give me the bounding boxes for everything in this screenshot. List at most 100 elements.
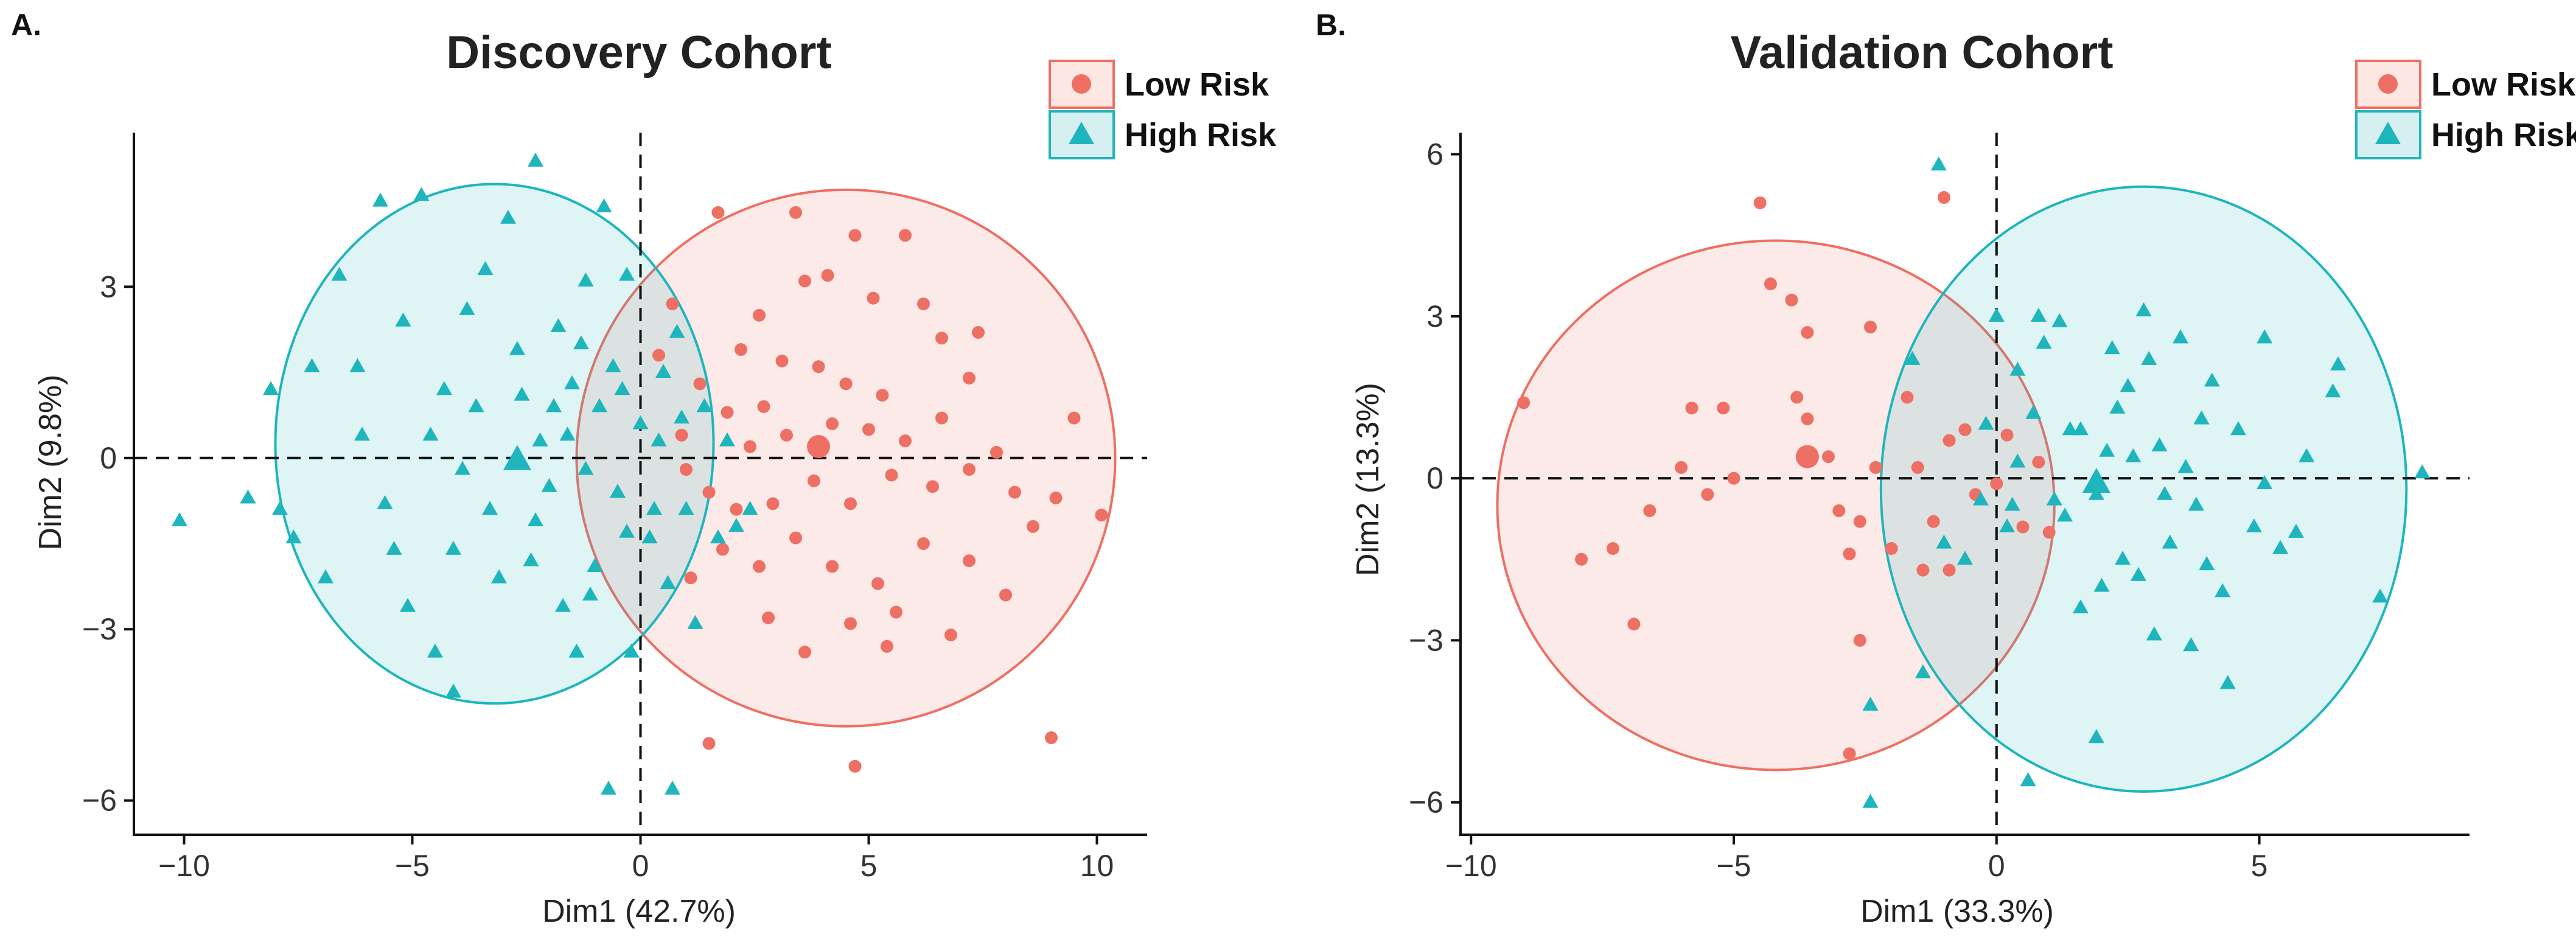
point-high-risk	[304, 358, 320, 372]
point-high-risk	[468, 398, 484, 413]
point-low-risk	[862, 423, 875, 436]
point-high-risk	[459, 301, 475, 315]
point-high-risk	[436, 381, 452, 395]
point-low-risk	[652, 349, 665, 362]
point-high-risk	[2219, 675, 2236, 689]
point-high-risk	[2020, 772, 2036, 787]
point-low-risk	[798, 646, 811, 659]
point-low-risk	[1575, 552, 1588, 566]
point-low-risk	[844, 617, 857, 630]
point-high-risk	[386, 540, 402, 555]
point-high-risk	[559, 426, 576, 441]
point-high-risk	[272, 501, 288, 515]
point-high-risk	[2030, 307, 2047, 322]
point-low-risk	[789, 206, 802, 219]
x-axis-label: Dim1 (42.7%)	[542, 894, 736, 929]
point-low-risk	[826, 417, 839, 430]
point-low-risk	[1869, 461, 1882, 474]
point-high-risk	[2093, 577, 2110, 592]
point-low-risk	[1901, 391, 1914, 404]
point-high-risk	[2272, 540, 2289, 554]
triangle-marker-icon	[1069, 122, 1094, 144]
point-low-risk	[1701, 488, 1714, 501]
point-low-risk	[757, 400, 770, 413]
point-high-risk	[719, 432, 735, 447]
point-high-risk	[601, 780, 616, 795]
point-high-risk	[349, 358, 366, 372]
point-low-risk	[1853, 633, 1866, 647]
point-low-risk	[1049, 491, 1063, 504]
point-high-risk	[514, 386, 530, 401]
point-high-risk	[2257, 329, 2273, 344]
point-low-risk	[1927, 515, 1940, 528]
point-low-risk	[917, 537, 930, 551]
point-low-risk	[848, 229, 862, 242]
point-high-risk	[2157, 486, 2173, 500]
point-high-risk	[619, 266, 635, 281]
point-high-risk	[1999, 518, 2016, 533]
point-low-risk	[1785, 293, 1798, 307]
point-low-risk	[839, 377, 853, 391]
ellipse-high-risk	[274, 183, 715, 705]
point-high-risk	[331, 266, 347, 281]
centroid-high-risk	[2082, 468, 2110, 493]
point-low-risk	[702, 486, 716, 499]
point-low-risk	[1764, 277, 1777, 291]
panel-letter: A.	[11, 8, 41, 42]
point-low-risk	[1675, 461, 1688, 474]
point-low-risk	[999, 588, 1012, 602]
point-high-risk	[696, 398, 713, 413]
point-high-risk	[651, 432, 667, 447]
point-high-risk	[2146, 626, 2162, 641]
y-tick-label: 3	[100, 270, 117, 304]
panel-letter: B.	[1316, 8, 1346, 42]
point-high-risk	[541, 478, 557, 492]
point-low-risk	[1832, 504, 1846, 517]
centroid-low-risk	[1795, 445, 1819, 468]
point-high-risk	[395, 312, 411, 327]
point-low-risk	[1753, 196, 1767, 209]
x-tick-label: 5	[2251, 849, 2268, 883]
point-high-risk	[354, 426, 370, 441]
point-high-risk	[2414, 464, 2431, 479]
point-low-risk	[2016, 520, 2030, 534]
point-high-risk	[2062, 421, 2078, 436]
point-high-risk	[2099, 442, 2115, 457]
point-high-risk	[1862, 793, 1879, 808]
point-high-risk	[2088, 486, 2104, 500]
point-low-risk	[702, 737, 716, 750]
circle-marker-icon	[2378, 74, 2398, 94]
legend-label-high-risk: High Risk	[1125, 117, 1277, 153]
x-tick-label: −10	[158, 849, 210, 883]
y-tick-label: 6	[1426, 138, 1443, 172]
point-high-risk	[2204, 372, 2220, 387]
point-low-risk	[2000, 428, 2014, 442]
point-high-risk	[578, 272, 594, 287]
point-high-risk	[427, 643, 443, 658]
point-high-risk	[2051, 313, 2068, 327]
point-high-risk	[528, 152, 543, 167]
confidence-ellipses	[274, 183, 1117, 728]
point-low-risk	[753, 308, 766, 322]
point-high-risk	[455, 461, 470, 475]
point-high-risk	[2162, 534, 2178, 549]
point-low-risk	[789, 531, 802, 545]
point-high-risk	[532, 432, 548, 447]
point-high-risk	[550, 318, 567, 332]
legend-label-low-risk: Low Risk	[1125, 66, 1269, 103]
point-high-risk	[413, 187, 430, 201]
point-high-risk	[1915, 664, 1931, 678]
point-high-risk	[2115, 551, 2131, 565]
point-low-risk	[721, 406, 734, 419]
point-high-risk	[2330, 356, 2347, 371]
point-high-risk	[1930, 156, 1947, 171]
point-low-risk	[867, 291, 880, 305]
y-tick-label: −6	[82, 784, 117, 818]
point-low-risk	[871, 577, 884, 590]
point-low-risk	[876, 389, 889, 402]
point-high-risk	[491, 569, 507, 583]
point-low-risk	[1916, 563, 1930, 577]
point-low-risk	[963, 554, 976, 568]
legend: Low Risk High Risk	[2355, 60, 2576, 159]
